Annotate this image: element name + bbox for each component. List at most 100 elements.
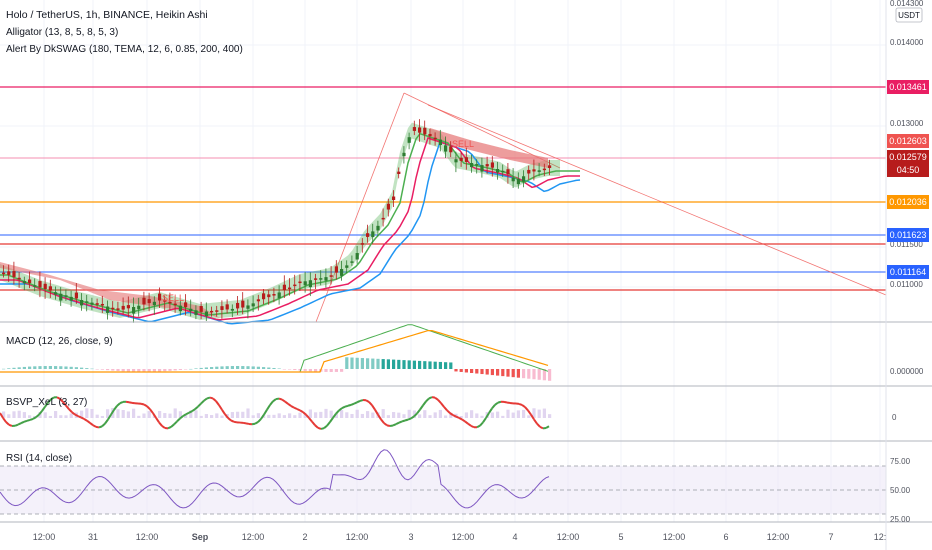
bsvp-bar xyxy=(137,415,141,418)
macd-histogram-bar xyxy=(121,369,125,372)
macd-histogram-bar xyxy=(173,369,177,371)
bsvp-line-segment xyxy=(308,417,313,423)
bsvp-line-segment xyxy=(428,396,433,400)
macd-histogram-bar xyxy=(69,366,73,369)
bsvp-bar xyxy=(147,411,151,418)
candle-body xyxy=(345,265,349,268)
bsvp-bar xyxy=(116,409,120,418)
bsvp-line-segment xyxy=(68,408,73,413)
macd-histogram-bar xyxy=(532,369,536,380)
candle-body xyxy=(386,203,390,210)
time-tick: 2 xyxy=(302,532,307,542)
bsvp-line-segment xyxy=(260,414,265,420)
macd-histogram-bar xyxy=(303,369,307,371)
candle-body xyxy=(438,139,442,146)
bsvp-line-segment xyxy=(485,412,490,419)
bsvp-line-segment xyxy=(257,418,262,423)
time-tick: 12:00 xyxy=(767,532,790,542)
candle-body xyxy=(402,152,406,157)
macd-histogram-bar xyxy=(59,366,63,369)
candle-body xyxy=(2,272,6,275)
price-tag xyxy=(887,150,929,164)
price-tag xyxy=(887,195,929,209)
macd-histogram-bar xyxy=(428,361,432,369)
bsvp-line-segment xyxy=(503,400,508,404)
bsvp-line-segment xyxy=(392,423,397,427)
bsvp-bar xyxy=(256,413,260,418)
bsvp-bar xyxy=(251,415,255,418)
bsvp-bar xyxy=(334,413,338,418)
macd-histogram-bar xyxy=(537,369,541,380)
bsvp-line-segment xyxy=(521,404,526,408)
bsvp-line-segment xyxy=(386,424,391,428)
bsvp-line-segment xyxy=(155,417,160,423)
macd-histogram-bar xyxy=(511,369,515,378)
bsvp-bar xyxy=(371,412,375,418)
bsvp-line-segment xyxy=(77,415,82,419)
price-tick: 0.014300 xyxy=(890,0,924,8)
bsvp-bar xyxy=(90,409,94,418)
bsvp-line-segment xyxy=(209,396,214,400)
bsvp-line-segment xyxy=(410,415,415,420)
bsvp-bar xyxy=(345,412,349,418)
bsvp-line-segment xyxy=(341,405,346,410)
macd-histogram-bar xyxy=(277,368,281,369)
bsvp-line-segment xyxy=(176,417,181,423)
bsvp-bar xyxy=(184,414,188,418)
bsvp-line-segment xyxy=(149,408,154,414)
bsvp-line-segment xyxy=(38,410,43,416)
macd-histogram-bar xyxy=(158,369,162,372)
trend-lines[interactable] xyxy=(315,92,887,323)
bsvp-line-segment xyxy=(488,407,493,414)
candle-body xyxy=(59,293,63,301)
bsvp-bar xyxy=(459,415,463,418)
bsvp-line-segment xyxy=(56,396,61,400)
candle-body xyxy=(412,127,416,131)
bsvp-bar xyxy=(220,415,224,418)
bsvp-line-segment xyxy=(299,409,304,414)
bsvp-line-segment xyxy=(272,398,277,403)
price-tags: 0.013461 0.012603 0.012579 04:50 0.012036 0.0… xyxy=(887,80,929,279)
macd-histogram-bar xyxy=(334,369,338,372)
candle-body xyxy=(69,296,73,301)
macd-histogram-bar xyxy=(22,366,26,369)
sub-axes: 0.000000 0 75.00 50.00 25.00 xyxy=(890,367,924,524)
bsvp-line-segment xyxy=(395,421,400,426)
bsvp-line-segment xyxy=(476,424,481,429)
macd-histogram-bar xyxy=(220,366,224,369)
bsvp-line-segment xyxy=(167,426,172,430)
bsvp-bar xyxy=(475,413,479,418)
macd-histogram-bar xyxy=(246,366,250,369)
candle-body xyxy=(303,281,307,286)
macd-histogram-bar xyxy=(43,366,47,369)
price-tag xyxy=(887,134,929,148)
candle-body xyxy=(220,306,224,310)
price-tag xyxy=(887,80,929,94)
bsvp-line-segment xyxy=(17,422,22,426)
bsvp-line-segment xyxy=(518,402,523,406)
candle-body xyxy=(43,283,47,290)
candle-body xyxy=(85,301,89,303)
chart-header: Holo / TetherUS, 1h, BINANCE, Heikin Ash… xyxy=(6,9,243,464)
time-tick: 12:00 xyxy=(557,532,580,542)
candle-body xyxy=(324,277,328,281)
bsvp-line-segment xyxy=(26,418,31,422)
macd-histogram-bar xyxy=(256,366,260,369)
bsvp-line-segment xyxy=(104,418,109,425)
bsvp-line-segment xyxy=(188,410,193,414)
bsvp-line-segment xyxy=(323,424,328,429)
macd-histogram-bar xyxy=(282,369,286,370)
candle-body xyxy=(288,287,292,290)
bsvp-title: BSVP_XeL (3, 27) xyxy=(6,397,87,408)
bsvp-line-segment xyxy=(29,417,34,421)
time-tick: 12:00 xyxy=(346,532,369,542)
price-axis[interactable]: USDT 0.014300 0.014000 0.013000 0.011500… xyxy=(890,0,924,289)
bsvp-line-segment xyxy=(533,418,538,425)
time-axis[interactable]: 12:00 31 12:00 Sep 12:00 2 12:00 3 12:00 4 12:00 5 1… xyxy=(33,532,887,542)
bsvp-line-segment xyxy=(44,402,49,408)
level-lines xyxy=(0,86,886,291)
bsvp-line-segment xyxy=(215,400,220,406)
trend-line-down-2 xyxy=(427,104,887,296)
bsvp-line-segment xyxy=(458,416,463,421)
